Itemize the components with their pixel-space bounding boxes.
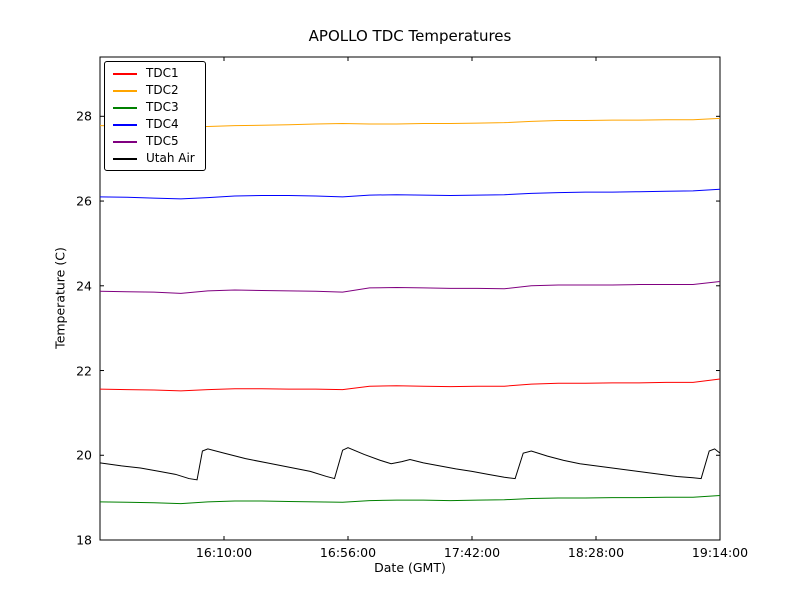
legend-line-sample	[113, 123, 137, 126]
legend-label: TDC1	[146, 66, 179, 80]
series-line-tdc1	[99, 378, 721, 392]
y-axis-label: Temperature (C)	[52, 247, 68, 349]
series-line-utah-air	[99, 447, 721, 481]
series-line-tdc4	[99, 188, 721, 200]
legend-line-sample	[113, 89, 137, 92]
legend-label: TDC4	[146, 117, 179, 131]
legend-label: Utah Air	[146, 151, 195, 165]
legend-entry: Utah Air	[113, 150, 195, 167]
legend-label: TDC3	[146, 100, 179, 114]
chart-title: APOLLO TDC Temperatures	[308, 27, 512, 45]
legend: TDC1 TDC2 TDC3 TDC4 TDC5 Utah Air	[104, 61, 206, 171]
legend-line-sample	[113, 157, 137, 160]
legend-label: TDC2	[146, 83, 179, 97]
legend-entry: TDC4	[113, 116, 195, 133]
series-line-tdc5	[99, 281, 721, 294]
legend-label: TDC5	[146, 134, 179, 148]
legend-entry: TDC5	[113, 133, 195, 150]
legend-line-sample	[113, 106, 137, 109]
legend-entry: TDC1	[113, 65, 195, 82]
legend-entry: TDC2	[113, 82, 195, 99]
legend-line-sample	[113, 140, 137, 143]
x-axis-label: Date (GMT)	[374, 560, 446, 575]
legend-entry: TDC3	[113, 99, 195, 116]
legend-line-sample	[113, 72, 137, 75]
series-line-tdc3	[99, 495, 721, 505]
